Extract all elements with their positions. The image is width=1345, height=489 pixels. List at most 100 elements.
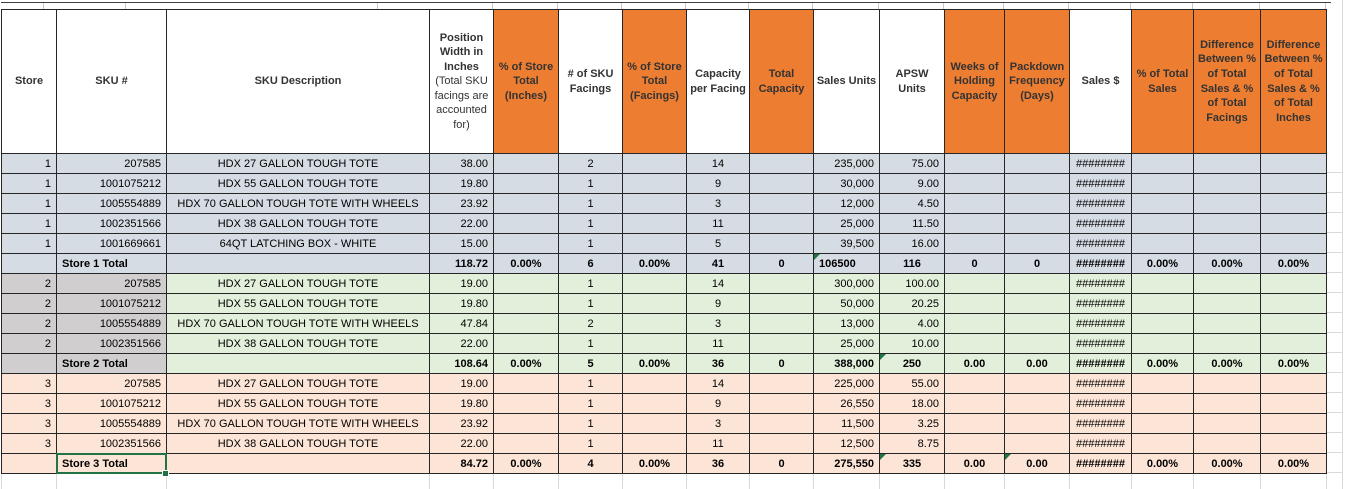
cell-diff_inches[interactable]: 0.00% — [1260, 453, 1327, 474]
cell-diff_facings[interactable] — [1193, 153, 1261, 174]
empty-cell[interactable] — [1004, 473, 1070, 489]
cell-sku[interactable]: Store 1 Total — [56, 253, 167, 274]
column-header-weeks[interactable]: Weeks of Holding Capacity — [944, 9, 1005, 154]
cell-packdown[interactable] — [1004, 333, 1070, 354]
cell-facings[interactable]: 2 — [558, 313, 623, 334]
cell-diff_facings[interactable]: 0.00% — [1193, 453, 1261, 474]
cell-facings[interactable]: 6 — [558, 253, 623, 274]
cell-weeks[interactable] — [944, 333, 1005, 354]
cell-desc[interactable]: HDX 70 GALLON TOUGH TOTE WITH WHEELS — [166, 313, 430, 334]
cell-facings[interactable]: 1 — [558, 213, 623, 234]
cell-diff_inches[interactable] — [1260, 413, 1327, 434]
cell-diff_facings[interactable]: 0.00% — [1193, 253, 1261, 274]
cell-pos_width[interactable]: 19.00 — [429, 273, 494, 294]
column-header-pct_facings[interactable]: % of Store Total (Facings) — [622, 9, 687, 154]
cell-cap_facing[interactable]: 14 — [686, 153, 750, 174]
cell-sales_dollar[interactable]: ######## — [1069, 173, 1132, 194]
cell-cap_facing[interactable]: 9 — [686, 173, 750, 194]
cell-pct_sales[interactable] — [1131, 433, 1194, 454]
cell-desc[interactable]: HDX 55 GALLON TOUGH TOTE — [166, 293, 430, 314]
cell-pct_facings[interactable] — [622, 233, 687, 254]
cell-sales_dollar[interactable]: ######## — [1069, 353, 1132, 374]
cell-cap_facing[interactable]: 11 — [686, 433, 750, 454]
cell-sku[interactable]: 1001075212 — [56, 173, 167, 194]
cell-diff_facings[interactable]: 0.00% — [1193, 353, 1261, 374]
cell-pct_inches[interactable] — [493, 193, 559, 214]
cell-cap_facing[interactable]: 36 — [686, 453, 750, 474]
column-header-pos_width[interactable]: Position Width in Inches (Total SKU facin… — [429, 9, 494, 154]
cell-pct_sales[interactable]: 0.00% — [1131, 353, 1194, 374]
cell-weeks[interactable] — [944, 153, 1005, 174]
cell-desc[interactable]: HDX 70 GALLON TOUGH TOTE WITH WHEELS — [166, 193, 430, 214]
cell-diff_inches[interactable] — [1260, 373, 1327, 394]
cell-sales_dollar[interactable]: ######## — [1069, 193, 1132, 214]
empty-cell[interactable] — [1, 473, 57, 489]
cell-pct_sales[interactable] — [1131, 413, 1194, 434]
cell-weeks[interactable] — [944, 273, 1005, 294]
cell-pct_facings[interactable] — [622, 433, 687, 454]
column-header-sales_units[interactable]: Sales Units — [813, 9, 880, 154]
cell-pos_width[interactable]: 19.80 — [429, 393, 494, 414]
empty-cell[interactable] — [1260, 473, 1327, 489]
cell-pct_facings[interactable]: 0.00% — [622, 253, 687, 274]
column-header-store[interactable]: Store — [1, 9, 57, 154]
cell-weeks[interactable]: 0.00 — [944, 453, 1005, 474]
cell-apsw[interactable]: 16.00 — [879, 233, 945, 254]
cell-total_cap[interactable] — [749, 413, 814, 434]
cell-apsw[interactable]: 9.00 — [879, 173, 945, 194]
cell-facings[interactable]: 1 — [558, 233, 623, 254]
cell-total_cap[interactable] — [749, 193, 814, 214]
empty-cell[interactable] — [944, 473, 1005, 489]
cell-packdown[interactable] — [1004, 373, 1070, 394]
cell-apsw[interactable]: 8.75 — [879, 433, 945, 454]
cell-weeks[interactable] — [944, 233, 1005, 254]
cell-apsw[interactable]: 10.00 — [879, 333, 945, 354]
cell-pct_facings[interactable] — [622, 393, 687, 414]
cell-sales_dollar[interactable]: ######## — [1069, 313, 1132, 334]
cell-packdown[interactable] — [1004, 193, 1070, 214]
cell-pct_facings[interactable] — [622, 373, 687, 394]
cell-desc[interactable]: HDX 27 GALLON TOUGH TOTE — [166, 153, 430, 174]
cell-weeks[interactable] — [944, 193, 1005, 214]
cell-pos_width[interactable]: 38.00 — [429, 153, 494, 174]
cell-weeks[interactable] — [944, 293, 1005, 314]
cell-sku[interactable]: Store 3 Total — [56, 453, 170, 478]
empty-cell[interactable] — [493, 473, 559, 489]
cell-weeks[interactable] — [944, 413, 1005, 434]
cell-apsw[interactable]: 20.25 — [879, 293, 945, 314]
cell-desc[interactable]: HDX 38 GALLON TOUGH TOTE — [166, 213, 430, 234]
cell-sales_dollar[interactable]: ######## — [1069, 273, 1132, 294]
cell-total_cap[interactable] — [749, 313, 814, 334]
cell-desc[interactable]: 64QT LATCHING BOX - WHITE — [166, 233, 430, 254]
cell-packdown[interactable] — [1004, 173, 1070, 194]
column-header-diff_facings[interactable]: Difference Between % of Total Sales & % … — [1193, 9, 1261, 154]
cell-facings[interactable]: 1 — [558, 413, 623, 434]
cell-store[interactable]: 2 — [1, 313, 57, 334]
cell-pos_width[interactable]: 19.80 — [429, 173, 494, 194]
column-header-total_cap[interactable]: Total Capacity — [749, 9, 814, 154]
cell-packdown[interactable]: 0.00 — [1004, 453, 1070, 474]
cell-sku[interactable]: 1002351566 — [56, 433, 167, 454]
cell-diff_facings[interactable] — [1193, 233, 1261, 254]
cell-total_cap[interactable]: 0 — [749, 353, 814, 374]
cell-cap_facing[interactable]: 9 — [686, 293, 750, 314]
cell-pos_width[interactable]: 118.72 — [429, 253, 494, 274]
cell-store[interactable] — [1, 353, 57, 374]
cell-pct_inches[interactable] — [493, 233, 559, 254]
empty-cell[interactable] — [56, 473, 167, 489]
cell-diff_facings[interactable] — [1193, 373, 1261, 394]
cell-pct_inches[interactable] — [493, 313, 559, 334]
cell-pct_inches[interactable] — [493, 173, 559, 194]
cell-apsw[interactable]: 18.00 — [879, 393, 945, 414]
cell-diff_facings[interactable] — [1193, 433, 1261, 454]
cell-desc[interactable]: HDX 55 GALLON TOUGH TOTE — [166, 173, 430, 194]
cell-apsw[interactable]: 335 — [879, 453, 945, 474]
cell-pct_facings[interactable] — [622, 273, 687, 294]
cell-sales_units[interactable]: 25,000 — [813, 333, 880, 354]
empty-cell[interactable] — [813, 473, 880, 489]
cell-pct_sales[interactable] — [1131, 333, 1194, 354]
cell-total_cap[interactable]: 0 — [749, 453, 814, 474]
cell-apsw[interactable]: 4.00 — [879, 313, 945, 334]
cell-diff_inches[interactable] — [1260, 313, 1327, 334]
cell-diff_inches[interactable] — [1260, 273, 1327, 294]
